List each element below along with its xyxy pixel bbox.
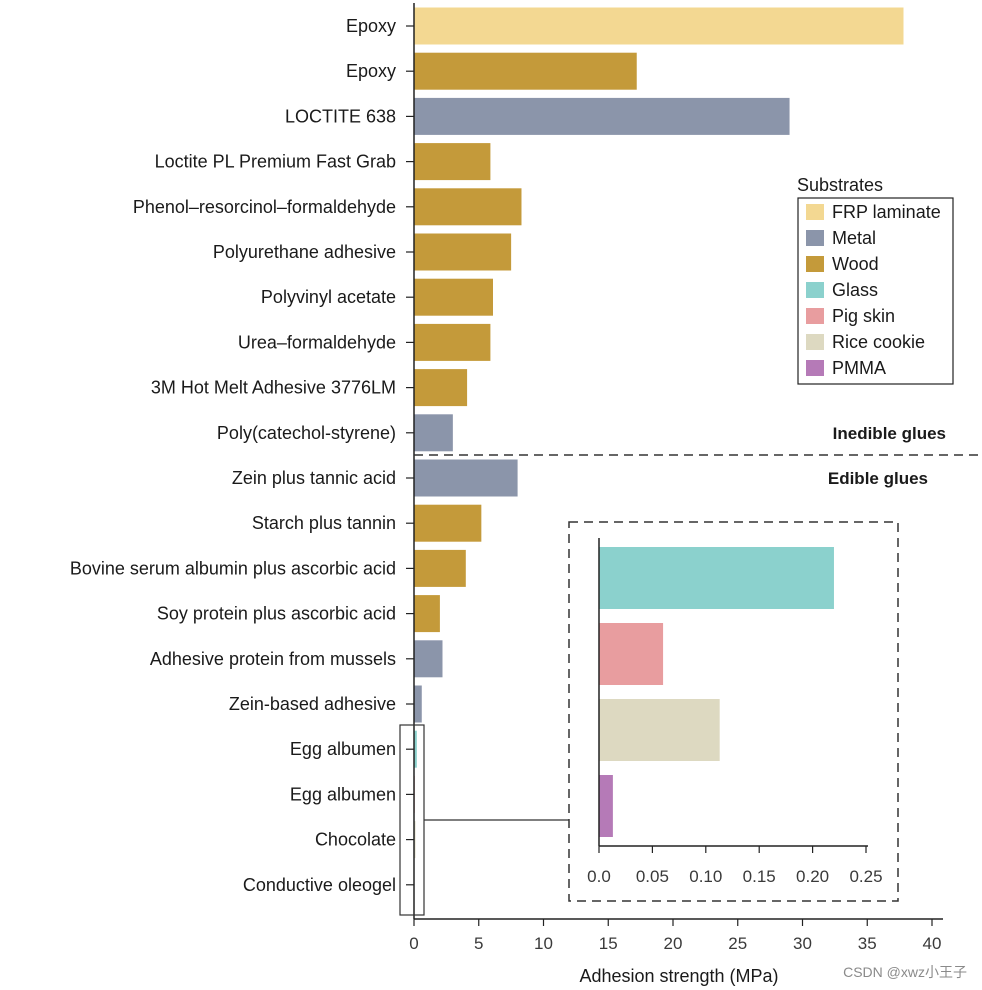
category-label-7: Urea–formaldehyde xyxy=(238,332,396,352)
legend-label-5: Rice cookie xyxy=(832,332,925,352)
inset-x-tick-label-5: 0.25 xyxy=(849,867,882,886)
legend-swatch-4 xyxy=(806,308,824,324)
category-label-2: LOCTITE 638 xyxy=(285,106,396,126)
inset-x-tick-label-1: 0.05 xyxy=(636,867,669,886)
inedible-glues-label: Inedible glues xyxy=(833,424,946,443)
bar-7 xyxy=(414,323,491,361)
x-tick-label-8: 40 xyxy=(923,934,942,953)
x-tick-label-2: 10 xyxy=(534,934,553,953)
legend-swatch-2 xyxy=(806,256,824,272)
bar-15 xyxy=(414,685,422,723)
legend-swatch-6 xyxy=(806,360,824,376)
bar-16 xyxy=(414,730,417,768)
bar-11 xyxy=(414,504,482,542)
x-tick-label-0: 0 xyxy=(409,934,418,953)
legend-swatch-1 xyxy=(806,230,824,246)
bar-0 xyxy=(414,7,904,45)
zoom-highlight-box xyxy=(399,724,425,916)
legend-label-4: Pig skin xyxy=(832,306,895,326)
x-tick-label-6: 30 xyxy=(793,934,812,953)
category-label-15: Zein-based adhesive xyxy=(229,694,396,714)
category-label-6: Polyvinyl acetate xyxy=(261,287,396,307)
legend-swatch-5 xyxy=(806,334,824,350)
x-tick-label-7: 35 xyxy=(858,934,877,953)
main-bars xyxy=(414,7,904,904)
x-tick-label-1: 5 xyxy=(474,934,483,953)
category-label-16: Egg albumen xyxy=(290,739,396,759)
category-label-3: Loctite PL Premium Fast Grab xyxy=(155,152,396,172)
bar-13 xyxy=(414,595,440,633)
legend-swatch-3 xyxy=(806,282,824,298)
category-label-0: Epoxy xyxy=(346,16,396,36)
category-label-19: Conductive oleogel xyxy=(243,875,396,895)
legend-label-2: Wood xyxy=(832,254,879,274)
inset-x-tick-label-4: 0.20 xyxy=(796,867,829,886)
bar-8 xyxy=(414,369,468,407)
inset-bar-2 xyxy=(599,699,720,761)
bar-1 xyxy=(414,52,637,90)
inset-chart: 0.0 0.05 0.10 0.15 0.20 0.25 xyxy=(568,521,899,902)
legend: Substrates FRP laminate Metal Wood Glass Pig… xyxy=(797,175,954,385)
inset-x-tick-label-0: 0.0 xyxy=(587,867,611,886)
x-tick-label-4: 20 xyxy=(664,934,683,953)
category-label-1: Epoxy xyxy=(346,61,396,81)
category-label-18: Chocolate xyxy=(315,830,396,850)
category-label-10: Zein plus tannic acid xyxy=(232,468,396,488)
inset-x-tick-label-3: 0.15 xyxy=(743,867,776,886)
inset-bar-1 xyxy=(599,623,664,685)
edible-glues-label: Edible glues xyxy=(828,469,928,488)
inset-x-tick-label-2: 0.10 xyxy=(689,867,722,886)
bar-5 xyxy=(414,233,512,271)
legend-label-3: Glass xyxy=(832,280,878,300)
x-tick-label-3: 15 xyxy=(599,934,618,953)
bar-3 xyxy=(414,143,491,181)
inset-bar-0 xyxy=(599,547,834,609)
inset-bar-3 xyxy=(599,775,613,837)
category-label-17: Egg albumen xyxy=(290,784,396,804)
category-labels: Epoxy Epoxy LOCTITE 638 Loctite PL Premium … xyxy=(70,16,396,895)
category-label-8: 3M Hot Melt Adhesive 3776LM xyxy=(151,378,396,398)
bar-2 xyxy=(414,97,790,135)
bar-4 xyxy=(414,188,522,226)
x-tick-label-5: 25 xyxy=(728,934,747,953)
bar-6 xyxy=(414,278,493,316)
legend-entries: FRP laminate Metal Wood Glass Pig skin Rice c… xyxy=(806,202,941,378)
inset-bars xyxy=(599,547,834,837)
inset-frame xyxy=(568,521,899,902)
category-label-14: Adhesive protein from mussels xyxy=(150,649,396,669)
inset-x-axis: 0.0 0.05 0.10 0.15 0.20 0.25 xyxy=(587,538,883,886)
legend-box xyxy=(797,197,954,385)
bar-14 xyxy=(414,640,443,678)
x-axis-title: Adhesion strength (MPa) xyxy=(579,966,778,986)
legend-label-0: FRP laminate xyxy=(832,202,941,222)
bar-9 xyxy=(414,414,453,452)
legend-swatch-0 xyxy=(806,204,824,220)
category-label-12: Bovine serum albumin plus ascorbic acid xyxy=(70,558,396,578)
x-axis: 0 5 10 15 20 25 30 35 40 xyxy=(406,3,943,953)
legend-label-6: PMMA xyxy=(832,358,886,378)
legend-title: Substrates xyxy=(797,175,883,195)
category-label-13: Soy protein plus ascorbic acid xyxy=(157,604,396,624)
watermark: CSDN @xwz小王子 xyxy=(843,964,967,980)
bar-10 xyxy=(414,459,518,497)
category-label-4: Phenol–resorcinol–formaldehyde xyxy=(133,197,396,217)
category-label-5: Polyurethane adhesive xyxy=(213,242,396,262)
category-label-9: Poly(catechol-styrene) xyxy=(217,423,396,443)
bar-12 xyxy=(414,549,466,587)
category-label-11: Starch plus tannin xyxy=(252,513,396,533)
legend-label-1: Metal xyxy=(832,228,876,248)
